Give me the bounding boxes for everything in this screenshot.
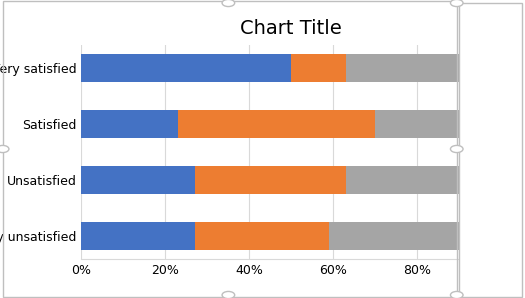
Bar xyxy=(81,55,291,82)
Bar xyxy=(329,222,501,249)
FancyBboxPatch shape xyxy=(465,96,514,129)
Bar xyxy=(81,166,195,194)
Bar xyxy=(291,55,346,82)
Title: Chart Title: Chart Title xyxy=(240,18,342,38)
Bar xyxy=(81,222,195,249)
Bar xyxy=(81,110,178,138)
FancyBboxPatch shape xyxy=(465,20,514,53)
Bar xyxy=(178,110,375,138)
FancyBboxPatch shape xyxy=(465,58,514,91)
Bar xyxy=(346,166,501,194)
Bar xyxy=(195,222,329,249)
Bar xyxy=(195,166,346,194)
Bar xyxy=(346,55,501,82)
Bar xyxy=(375,110,501,138)
